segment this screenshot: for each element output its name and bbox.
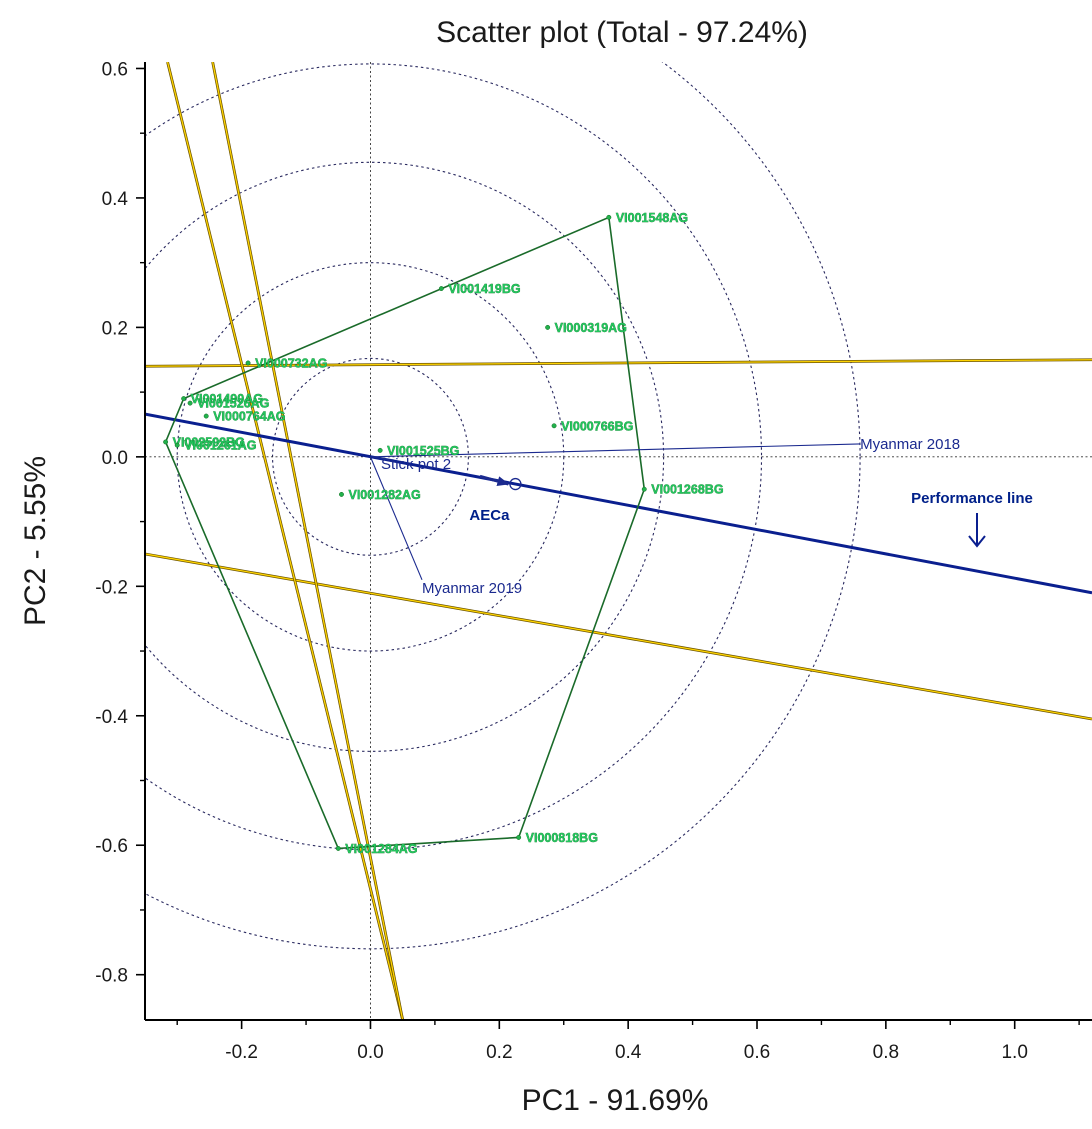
y-tick-label: -0.4 <box>95 707 128 728</box>
x-tick-label: 0.8 <box>873 1042 899 1063</box>
genotype-point <box>339 491 344 497</box>
genotype-label: VI001261AG <box>184 439 256 453</box>
aec-arrow <box>479 474 510 486</box>
performance-line-label: Performance line <box>911 490 1033 507</box>
genotype-point <box>377 447 383 453</box>
aec-marker <box>509 477 522 491</box>
environment-label: Stick pot 2 <box>381 456 451 473</box>
environment-label: Myanmar 2019 <box>422 580 522 597</box>
y-tick-label: -0.8 <box>95 966 128 987</box>
genotype-point <box>187 400 193 406</box>
environment-vector <box>370 456 394 461</box>
genotype-point <box>163 439 169 445</box>
performance-line <box>145 412 1092 595</box>
genotype-label: VI000764AG <box>213 410 285 424</box>
x-tick-label: 0.6 <box>744 1042 770 1063</box>
x-tick-label: -0.2 <box>225 1042 258 1063</box>
performance-line-pointer-head <box>968 535 986 548</box>
genotype-point <box>438 286 444 292</box>
genotype-label: VI001548AG <box>616 211 688 225</box>
convex-hull-polygon <box>164 216 646 850</box>
genotype-label: VI001282AG <box>348 488 420 502</box>
y-tick-label: -0.6 <box>95 836 128 857</box>
genotype-point <box>335 846 341 851</box>
x-tick-label: 0.2 <box>486 1042 512 1063</box>
genotype-label: VI001526AG <box>197 397 269 411</box>
y-tick-label: -0.2 <box>95 577 128 598</box>
x-tick-label: 0.4 <box>615 1042 642 1063</box>
y-tick-label: 0.2 <box>102 318 128 339</box>
genotype-point <box>516 835 522 840</box>
plot-area: VI001548AG VI001419BG VI000319AG VI000732AG… <box>145 62 1092 1020</box>
environment-vector <box>369 456 423 581</box>
genotype-point <box>174 442 180 448</box>
sector-line <box>212 62 404 1020</box>
genotype-point <box>181 396 187 402</box>
environment-vector <box>370 443 861 458</box>
x-tick-label: 0.0 <box>357 1042 383 1063</box>
sector-line <box>145 359 1092 367</box>
genotype-point <box>641 486 647 492</box>
genotype-label: VI000319AG <box>555 321 627 335</box>
sector-line <box>145 553 1092 720</box>
concentric-circle <box>145 62 861 950</box>
chart-title: Scatter plot (Total - 97.24%) <box>436 16 808 49</box>
genotype-label: VI000818BG <box>526 831 598 845</box>
genotype-label: VI001419BG <box>448 282 520 296</box>
sector-line <box>166 62 404 1020</box>
environment-label: Myanmar 2018 <box>860 436 960 453</box>
genotype-point <box>245 360 251 366</box>
aec-label: AECa <box>469 507 510 524</box>
genotype-label: VI001268BG <box>651 483 723 497</box>
genotype-label: VI001284AG <box>345 842 417 856</box>
genotype-point <box>606 214 612 220</box>
genotype-point <box>203 413 209 419</box>
x-tick-label: 1.0 <box>1001 1042 1027 1063</box>
concentric-circle <box>272 357 469 556</box>
genotype-point <box>551 423 557 429</box>
y-tick-label: 0.0 <box>102 448 128 469</box>
x-axis-title: PC1 - 91.69% <box>522 1084 709 1117</box>
genotype-label: VI000766BG <box>561 419 633 433</box>
y-axis-title: PC2 - 5.55% <box>19 456 52 626</box>
genotype-label: VI002592BG <box>173 435 245 449</box>
y-tick-label: 0.4 <box>102 189 129 210</box>
genotype-label: VI001490AG <box>191 392 263 406</box>
genotype-label: VI000732AG <box>255 356 327 370</box>
y-tick-label: 0.6 <box>102 59 128 80</box>
genotype-label: VI001525BG <box>387 444 459 458</box>
axes: -0.2 0.0 0.2 0.4 0.6 0.8 1.0 0.6 0.4 0.2 0.0 -0.2 -0… <box>95 59 1092 1063</box>
genotype-point <box>545 324 551 330</box>
